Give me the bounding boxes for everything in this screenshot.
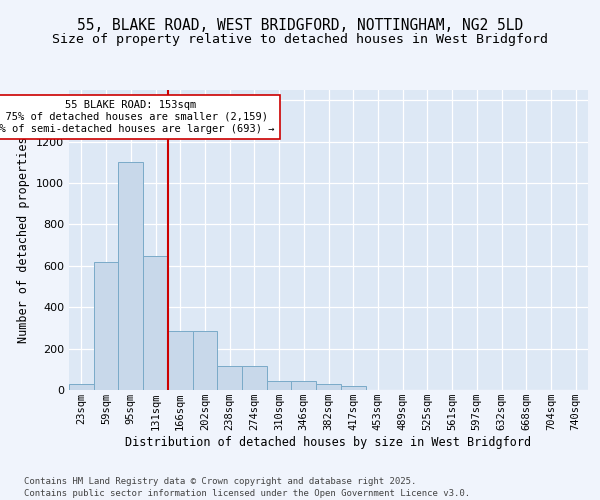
Y-axis label: Number of detached properties: Number of detached properties	[17, 136, 31, 344]
Text: Contains public sector information licensed under the Open Government Licence v3: Contains public sector information licen…	[24, 488, 470, 498]
Text: 55, BLAKE ROAD, WEST BRIDGFORD, NOTTINGHAM, NG2 5LD: 55, BLAKE ROAD, WEST BRIDGFORD, NOTTINGH…	[77, 18, 523, 32]
Bar	[118, 162, 143, 390]
Bar	[168, 331, 193, 390]
Bar	[69, 384, 94, 390]
Bar	[292, 380, 316, 390]
Bar	[217, 366, 242, 390]
Bar	[316, 384, 341, 390]
X-axis label: Distribution of detached houses by size in West Bridgford: Distribution of detached houses by size …	[125, 436, 532, 449]
Text: Size of property relative to detached houses in West Bridgford: Size of property relative to detached ho…	[52, 32, 548, 46]
Bar	[94, 262, 118, 390]
Bar	[193, 331, 217, 390]
Bar	[143, 256, 168, 390]
Bar	[341, 386, 365, 390]
Text: 55 BLAKE ROAD: 153sqm
← 75% of detached houses are smaller (2,159)
24% of semi-d: 55 BLAKE ROAD: 153sqm ← 75% of detached …	[0, 100, 275, 134]
Bar	[267, 380, 292, 390]
Text: Contains HM Land Registry data © Crown copyright and database right 2025.: Contains HM Land Registry data © Crown c…	[24, 477, 416, 486]
Bar	[242, 366, 267, 390]
